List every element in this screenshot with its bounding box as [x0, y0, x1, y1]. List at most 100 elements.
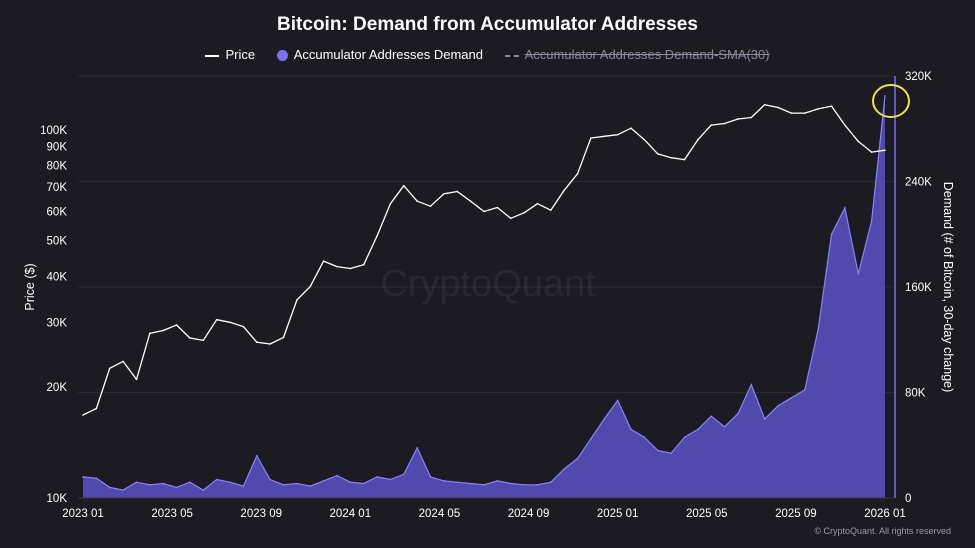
price-point [817, 108, 819, 110]
axes [78, 76, 896, 499]
price-point [884, 149, 886, 152]
demand-point [362, 482, 365, 485]
watermark: CryptoQuant [380, 263, 596, 305]
demand-point [563, 468, 565, 470]
price-point [509, 217, 512, 220]
demand-point [95, 477, 98, 480]
demand-point [590, 437, 592, 440]
demand-point [857, 273, 860, 275]
demand-point [215, 478, 218, 481]
price-point [349, 267, 352, 270]
price-point [643, 138, 646, 141]
demand-area [83, 95, 885, 499]
price-point [576, 172, 579, 175]
demand-series [82, 94, 886, 499]
price-point [82, 414, 84, 416]
left-tick-label: 20K [47, 382, 68, 394]
price-point [149, 332, 151, 335]
price-point [282, 336, 285, 339]
price-point [189, 337, 191, 339]
demand-point [763, 418, 766, 420]
demand-point [296, 482, 298, 485]
demand-point [603, 418, 606, 420]
price-point [616, 133, 619, 136]
demand-point [456, 481, 459, 483]
demand-point [255, 455, 258, 457]
line-swatch-icon [205, 54, 220, 57]
demand-point [870, 220, 873, 222]
price-point [804, 112, 806, 114]
right-tick-label: 160K [905, 282, 932, 294]
x-tick-label: 2023 05 [151, 508, 193, 520]
price-point [269, 343, 271, 345]
right-tick-label: 240K [905, 177, 932, 189]
demand-point [670, 452, 672, 454]
highlight-circle [872, 84, 910, 118]
price-point [830, 105, 833, 107]
demand-point [282, 484, 285, 486]
price-point [229, 321, 231, 324]
legend-label-demand-sma: Accumulator Addresses Demand-SMA(30) [524, 47, 770, 63]
price-point [403, 184, 405, 187]
demand-point [884, 94, 886, 97]
x-tick-label: 2025 01 [597, 508, 639, 520]
demand-point [496, 480, 499, 482]
demand-point [443, 480, 445, 482]
left-tick-label: 100K [40, 125, 67, 137]
left-axis-title: Price ($) [23, 263, 37, 310]
price-point [697, 138, 699, 141]
right-tick-label: 0 [905, 493, 911, 505]
demand-point [630, 428, 632, 431]
demand-point [817, 328, 819, 331]
price-point [683, 158, 686, 161]
left-tick-label: 50K [47, 236, 68, 248]
legend-item-demand-sma[interactable]: Accumulator Addresses Demand-SMA(30) [504, 47, 770, 63]
demand-point [710, 415, 713, 418]
price-point [242, 325, 245, 328]
demand-point [149, 484, 151, 486]
demand-point [750, 383, 753, 386]
demand-point [509, 482, 512, 485]
demand-point [483, 484, 485, 486]
price-point [95, 407, 98, 410]
demand-point [697, 428, 699, 431]
price-line [82, 104, 886, 416]
demand-point [723, 425, 726, 428]
price-series [82, 103, 886, 416]
price-point [737, 118, 739, 120]
demand-point [162, 482, 164, 485]
price-point [603, 135, 606, 138]
demand-point [683, 436, 686, 439]
legend-item-demand[interactable]: Accumulator Addresses Demand [276, 47, 483, 62]
demand-point [202, 489, 205, 491]
demand-point [376, 476, 378, 478]
price-point [376, 235, 378, 237]
demand-point [523, 484, 525, 486]
left-tick-label: 60K [47, 206, 68, 218]
demand-point [389, 478, 392, 481]
demand-point [656, 449, 659, 452]
demand-point [242, 485, 245, 487]
demand-point [550, 481, 552, 483]
demand-point [616, 399, 619, 402]
demand-point [135, 481, 138, 483]
price-point [469, 200, 472, 202]
legend-item-price[interactable]: Price [205, 47, 255, 62]
demand-point [229, 481, 231, 483]
left-tick-label: 80K [47, 160, 68, 172]
demand-point [175, 486, 178, 489]
left-tick-label: 70K [47, 182, 68, 194]
demand-point [82, 476, 84, 478]
x-tick-label: 2025 09 [775, 508, 817, 520]
demand-point [643, 436, 646, 439]
legend: Price Accumulator Addresses Demand Accum… [0, 46, 975, 62]
price-point [483, 210, 485, 213]
left-tick-label: 10K [47, 493, 68, 505]
copyright-text: © CryptoQuant. All rights reserved [814, 526, 951, 536]
right-tick-label: 320K [905, 71, 932, 83]
demand-point [737, 412, 739, 415]
legend-label-price: Price [225, 47, 256, 63]
price-point [255, 341, 258, 343]
price-point [336, 265, 338, 268]
price-point [443, 193, 445, 195]
